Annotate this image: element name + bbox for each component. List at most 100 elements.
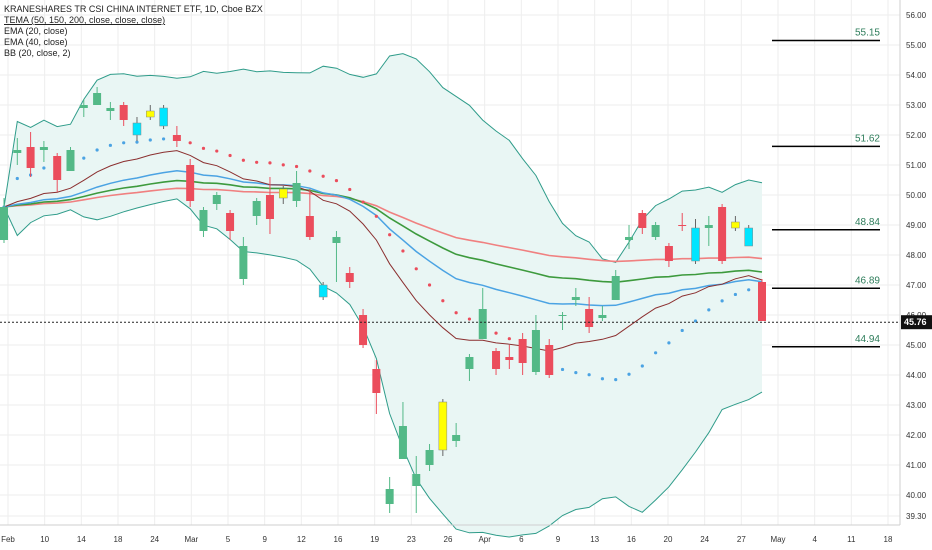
signal-dot xyxy=(587,373,591,377)
signal-dot xyxy=(467,317,472,321)
candle-body xyxy=(505,357,514,360)
signal-dot xyxy=(308,169,312,173)
signal-dot xyxy=(321,174,325,178)
candle-body xyxy=(691,227,700,262)
candle-body xyxy=(159,107,168,127)
signal-dot xyxy=(733,292,738,297)
y-tick-label: 40.00 xyxy=(906,491,927,500)
candle-body xyxy=(292,183,301,201)
level-label: 44.94 xyxy=(855,334,880,345)
y-tick-label: 44.00 xyxy=(906,371,927,380)
x-tick-label: 18 xyxy=(114,535,123,544)
signal-dot xyxy=(494,331,498,335)
candle-body xyxy=(13,150,22,153)
signal-dot xyxy=(122,141,126,145)
candle-body xyxy=(79,105,88,108)
level-label: 55.15 xyxy=(855,28,880,39)
candle-body xyxy=(279,188,288,199)
candle-body xyxy=(452,435,461,441)
x-tick-label: 24 xyxy=(700,535,709,544)
x-tick-label: 23 xyxy=(407,535,416,544)
signal-dot xyxy=(281,163,285,167)
legend-bb[interactable]: BB (20, close, 2) xyxy=(4,48,71,58)
candle-body xyxy=(438,401,448,451)
y-tick-label: 39.30 xyxy=(906,512,927,521)
x-tick-label: 20 xyxy=(664,535,673,544)
candle-body xyxy=(651,225,660,237)
signal-dot xyxy=(42,166,46,170)
signal-dot xyxy=(135,140,139,144)
candle-body xyxy=(172,135,181,141)
candle-body xyxy=(385,489,394,504)
x-tick-label: 6 xyxy=(519,535,524,544)
x-tick-label: 12 xyxy=(297,535,306,544)
candle-body xyxy=(265,195,274,219)
candle-body xyxy=(531,330,540,372)
candle-body xyxy=(744,227,753,247)
candle-body xyxy=(359,315,368,345)
x-tick-label: 4 xyxy=(812,535,817,544)
candle-body xyxy=(239,246,248,279)
signal-dot xyxy=(188,141,192,145)
signal-dot xyxy=(414,267,418,271)
x-tick-label: 16 xyxy=(334,535,343,544)
candle-body xyxy=(758,282,766,321)
x-tick-label: May xyxy=(770,535,785,544)
candle-body xyxy=(625,237,634,240)
candle-body xyxy=(132,122,142,136)
signal-dot xyxy=(388,233,392,237)
signal-dot xyxy=(361,200,365,204)
signal-dot xyxy=(627,372,631,376)
bb-upper-line xyxy=(3,53,763,263)
tema-green-line xyxy=(3,179,763,284)
x-tick-label: 18 xyxy=(884,535,893,544)
legend-ema40[interactable]: EMA (40, close) xyxy=(4,37,68,47)
x-tick-label: Mar xyxy=(184,535,198,544)
legend-tema[interactable]: TEMA (50, 150, 200, close, close, close) xyxy=(4,15,166,25)
legend-ema20[interactable]: EMA (20, close) xyxy=(4,26,68,36)
y-tick-label: 55.00 xyxy=(906,41,927,50)
y-tick-label: 41.00 xyxy=(906,461,927,470)
x-tick-label: 19 xyxy=(370,535,379,544)
signal-dot xyxy=(707,308,711,312)
candle-body xyxy=(518,339,527,363)
signal-dot xyxy=(560,367,565,372)
y-tick-label: 52.00 xyxy=(906,131,927,140)
x-tick-label: 24 xyxy=(150,535,159,544)
signal-dot xyxy=(654,351,658,355)
signal-dot xyxy=(600,377,605,381)
candle-body xyxy=(611,276,620,300)
signal-dot xyxy=(268,161,272,165)
ema40-line xyxy=(3,170,763,307)
current-price-tag xyxy=(901,315,932,330)
candle-body xyxy=(492,351,501,369)
signal-dot xyxy=(401,249,405,253)
x-tick-label: 9 xyxy=(262,535,267,544)
level-label: 51.62 xyxy=(855,133,880,144)
candle-body xyxy=(66,150,75,171)
x-tick-label: 13 xyxy=(590,535,599,544)
candle-body xyxy=(598,315,607,318)
candle-body xyxy=(318,284,328,298)
y-tick-label: 47.00 xyxy=(906,281,927,290)
y-tick-label: 54.00 xyxy=(906,71,927,80)
y-tick-label: 50.00 xyxy=(906,191,927,200)
ema20-line xyxy=(3,150,763,352)
candle-body xyxy=(186,165,195,201)
signal-dot xyxy=(15,176,19,181)
bb-lower-line xyxy=(3,198,763,538)
x-tick-label: 14 xyxy=(77,535,86,544)
level-label: 46.89 xyxy=(855,275,880,286)
y-tick-label: 53.00 xyxy=(906,101,927,110)
signal-dot xyxy=(255,160,259,164)
x-tick-label: 16 xyxy=(627,535,636,544)
x-tick-label: 11 xyxy=(847,535,856,544)
signal-dot xyxy=(228,153,232,158)
candle-body xyxy=(638,213,647,228)
candle-body xyxy=(465,357,474,369)
level-label: 48.84 xyxy=(855,217,880,228)
candle-body xyxy=(398,426,407,459)
candle-body xyxy=(372,369,381,393)
y-tick-label: 51.00 xyxy=(906,161,927,170)
